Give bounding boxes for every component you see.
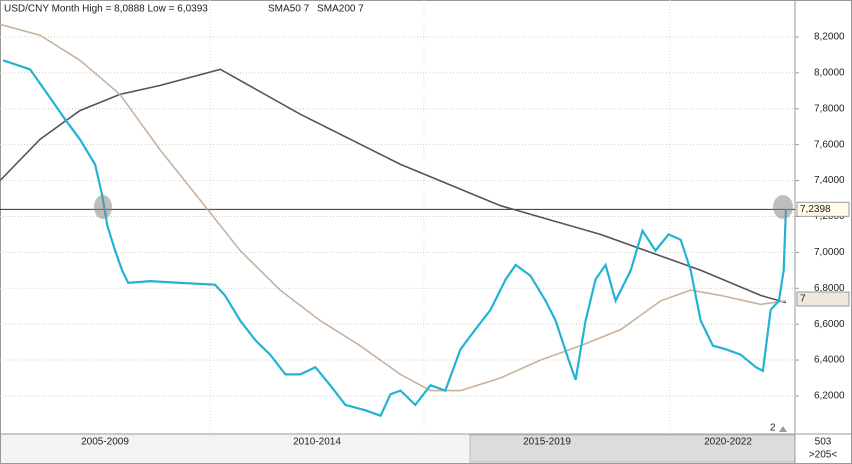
series-line	[2, 59, 787, 418]
annotation: 503	[815, 437, 832, 448]
series-line	[0, 68, 787, 304]
y-tick-label: 6,4000	[814, 355, 845, 366]
value-tag	[796, 291, 850, 307]
overlay: 7,2398 7 2 503 >205< 2005-2009 2010-2014 2015-2…	[81, 201, 850, 461]
scroll-window[interactable]	[469, 434, 796, 463]
period-label: 2010-2014	[293, 437, 341, 448]
legend-entry: SMA50 7	[268, 4, 310, 15]
annotation: 7	[800, 294, 806, 305]
y-tick-label: 6,2000	[814, 391, 845, 402]
y-tick-label: 7,4000	[814, 175, 845, 186]
highlight	[773, 195, 793, 219]
plot	[0, 23, 795, 418]
y-tick-label: 6,8000	[814, 283, 845, 294]
period-label: 2015-2019	[523, 437, 571, 448]
chart-title: USD/CNY Month High = 8,0888 Low = 6,0393	[4, 4, 208, 15]
value-tag-label: 7,2398	[800, 204, 831, 215]
annotation: >205<	[809, 450, 838, 461]
y-tick-label: 7,6000	[814, 139, 845, 150]
period-label: 2005-2009	[81, 437, 129, 448]
y-tick-label: 7,8000	[814, 103, 845, 114]
legend: SMA50 7 SMA200 7	[268, 4, 364, 15]
period-label: 2020-2022	[704, 437, 752, 448]
legend-entry: SMA200 7	[317, 4, 364, 15]
grid: 6,20006,40006,60006,80007,00007,20007,40…	[0, 0, 845, 434]
scroll-arrow	[779, 426, 787, 432]
y-tick-label: 8,0000	[814, 68, 845, 79]
annotation: 2	[770, 423, 776, 434]
value-tag	[796, 201, 850, 217]
series-line	[0, 23, 787, 392]
y-tick-label: 8,2000	[814, 32, 845, 43]
y-tick-label: 7,0000	[814, 247, 845, 258]
highlight	[94, 195, 112, 219]
y-tick-label: 6,6000	[814, 319, 845, 330]
